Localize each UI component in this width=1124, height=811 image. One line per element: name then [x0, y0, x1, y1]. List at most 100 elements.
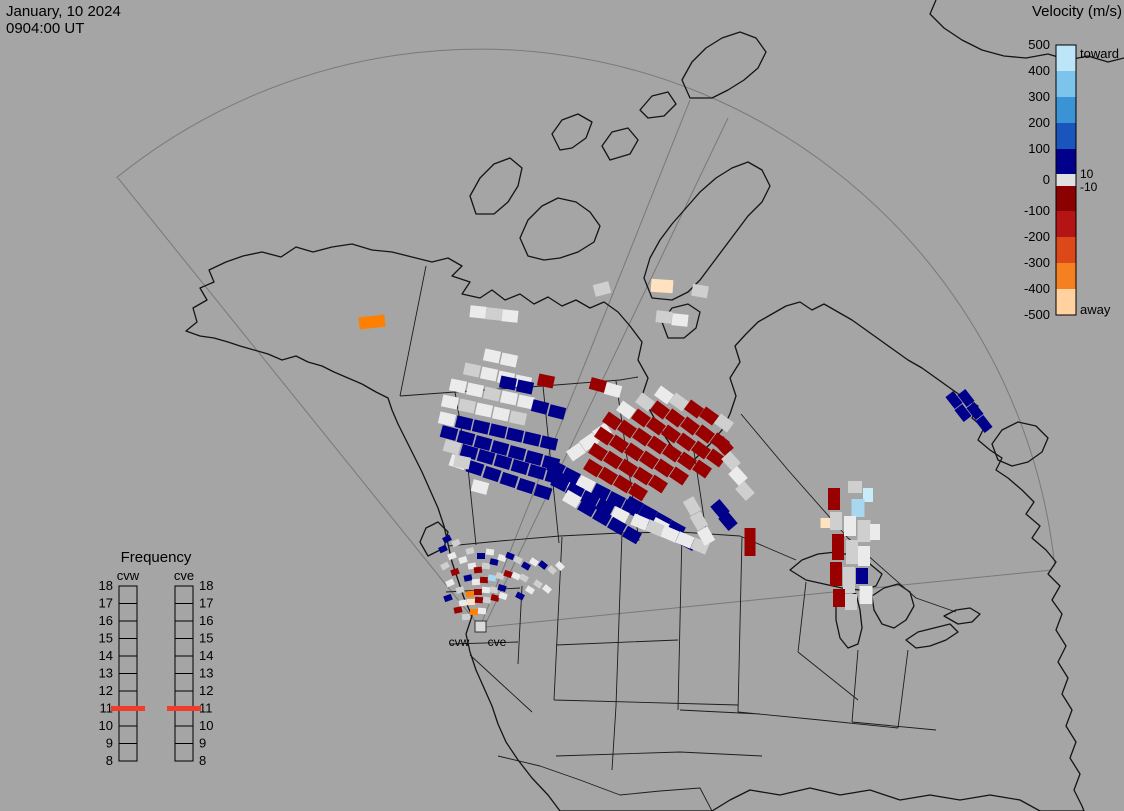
- radar-data-cell: [857, 520, 871, 542]
- velocity-tick-label: -300: [1024, 255, 1050, 270]
- radar-data-cell: [945, 391, 963, 409]
- velocity-tick-label: -500: [1024, 307, 1050, 322]
- radar-data-cell: [650, 400, 670, 420]
- radar-data-cell: [465, 590, 475, 598]
- radar-data-cell: [648, 474, 668, 494]
- radar-data-cell: [851, 499, 865, 517]
- radar-data-cell: [603, 450, 623, 470]
- radar-data-cell: [650, 278, 674, 294]
- radar-data-cell: [447, 551, 457, 561]
- radar-data-cell: [692, 459, 712, 479]
- radar-fov-line: [483, 117, 729, 628]
- frequency-scale-label: 17: [99, 596, 113, 611]
- radar-data-cell: [592, 507, 612, 527]
- radar-data-cell: [714, 413, 734, 433]
- radar-data-cell: [594, 426, 614, 446]
- velocity-colorbar-segment: [1056, 263, 1076, 289]
- radar-data-cell: [830, 512, 842, 530]
- radar-data-cell: [547, 404, 567, 420]
- radar-data-cell: [602, 411, 622, 431]
- frequency-scale-label: 11: [199, 701, 213, 716]
- radar-fov-layer: [116, 48, 1056, 628]
- radar-data-cell: [858, 546, 870, 566]
- radar-data-cell: [527, 464, 547, 480]
- map-greenland-coast: [929, 0, 1124, 63]
- radar-data-cell: [975, 415, 993, 433]
- radar-data-cell: [465, 547, 475, 555]
- radar-data-cell: [848, 481, 862, 493]
- radar-data-cell: [457, 398, 477, 414]
- radar-data-cell: [830, 562, 842, 586]
- radar-data-cell: [598, 466, 618, 486]
- radar-data-cell: [461, 613, 471, 621]
- radar-data-cell: [507, 445, 527, 461]
- frequency-scale-label: 18: [99, 578, 113, 593]
- radar-data-cell: [490, 594, 500, 602]
- radar-data-cell: [474, 596, 484, 604]
- radar-data-cell: [443, 593, 453, 603]
- velocity-tick-label: 100: [1028, 141, 1050, 156]
- radar-data-cell: [699, 406, 719, 426]
- radar-data-cell: [603, 382, 623, 398]
- radar-data-cell: [465, 382, 485, 398]
- radar-data-cell: [735, 481, 755, 501]
- radar-data-cell: [728, 466, 748, 486]
- radar-data-cell: [859, 586, 873, 604]
- radar-data-cell: [957, 389, 975, 407]
- frequency-scale-label: 9: [106, 736, 113, 751]
- frequency-scale-label: 15: [199, 631, 213, 646]
- frequency-scale-label: 13: [199, 666, 213, 681]
- radar-data-cell: [499, 390, 519, 406]
- radar-fov-line: [117, 177, 481, 628]
- radar-data-cell: [470, 479, 490, 495]
- radar-data-cell: [845, 594, 857, 610]
- radar-data-cell: [622, 525, 642, 545]
- radar-data-cell: [473, 566, 483, 574]
- radar-data-cell: [561, 467, 581, 485]
- radar-data-cell: [617, 419, 637, 439]
- radar-data-layer: [358, 278, 993, 621]
- radar-data-cell: [533, 483, 553, 501]
- radar-data-cell: [588, 377, 608, 393]
- map-continent-coastline: [185, 243, 1085, 811]
- radar-data-cell: [515, 591, 525, 601]
- radar-data-cell: [477, 607, 487, 615]
- radar-data-cell: [844, 516, 856, 536]
- radar-data-cell: [474, 402, 494, 418]
- radar-data-cell: [497, 553, 507, 563]
- radar-data-cell: [579, 432, 599, 452]
- map-great-lakes: [789, 551, 981, 649]
- radar-data-cell: [675, 531, 695, 549]
- radar-data-cell: [489, 558, 499, 566]
- radar-data-cell: [639, 450, 659, 470]
- radar-data-cell: [547, 565, 557, 575]
- radar-data-cell: [744, 528, 756, 556]
- radar-data-cell: [592, 281, 612, 297]
- radar-data-cell: [442, 534, 452, 544]
- radar-fov-line: [485, 569, 1053, 628]
- radar-data-cell: [618, 458, 638, 478]
- radar-data-cell: [482, 465, 502, 483]
- radar-data-cell: [660, 525, 680, 543]
- radar-data-cell: [591, 483, 611, 501]
- radar-data-cell: [820, 518, 832, 528]
- radar-data-cell: [358, 314, 386, 330]
- radar-data-cell: [689, 511, 709, 531]
- frequency-scale-label: 10: [199, 718, 213, 733]
- radar-data-cell: [833, 589, 845, 607]
- radar-data-cell: [665, 408, 685, 428]
- radar-data-cell: [489, 586, 499, 594]
- velocity-tick-label: -100: [1024, 203, 1050, 218]
- toward-label: toward: [1080, 46, 1119, 61]
- velocity-tick-label: 300: [1028, 89, 1050, 104]
- radar-data-cell: [676, 432, 696, 452]
- radar-data-cell: [498, 591, 508, 601]
- radar-data-cell: [684, 399, 704, 419]
- radar-data-cell: [576, 475, 596, 493]
- radar-data-cell: [671, 313, 689, 327]
- radar-data-cell: [542, 584, 552, 594]
- radar-data-cell: [499, 471, 519, 489]
- away-label: away: [1080, 302, 1111, 317]
- radar-data-cell: [539, 435, 559, 451]
